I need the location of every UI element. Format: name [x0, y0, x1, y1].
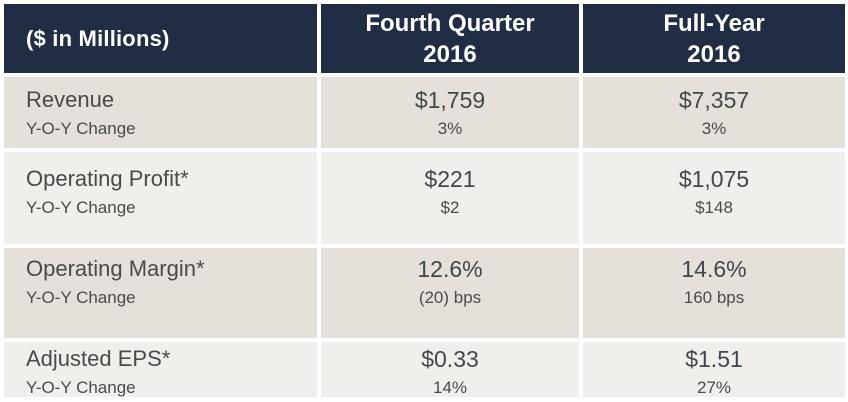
header-cell-full-year: Full-Year 2016: [583, 4, 845, 73]
yoy-change-value: $2: [440, 198, 460, 217]
yoy-change-value: $148: [695, 198, 733, 217]
header-q4-line1: Fourth Quarter: [365, 9, 535, 37]
row-adjusted-eps-label-cell: Adjusted EPS* Y-O-Y Change: [4, 342, 317, 397]
yoy-change-label: Y-O-Y Change: [26, 119, 136, 138]
value: $1,759: [414, 87, 486, 113]
header-fy-line1: Full-Year: [663, 9, 765, 37]
units-label: ($ in Millions): [26, 25, 170, 51]
value: $221: [424, 166, 476, 192]
row-operating-profit-fy-cell: $1,075 $148: [583, 152, 845, 244]
yoy-change-value: 27%: [696, 378, 732, 397]
value: $0.33: [421, 346, 479, 372]
yoy-change-value: 14%: [432, 378, 468, 397]
value: $7,357: [678, 87, 750, 113]
yoy-change-value: 160 bps: [683, 288, 745, 307]
value: 12.6%: [417, 256, 483, 282]
yoy-change-label: Y-O-Y Change: [26, 288, 136, 307]
row-operating-profit-q4-cell: $221 $2: [321, 152, 579, 244]
header-q4-line2: 2016: [423, 40, 477, 68]
row-adjusted-eps-fy-cell: $1.51 27%: [583, 342, 845, 397]
yoy-change-value: (20) bps: [418, 288, 482, 307]
header-fy-line2: 2016: [687, 40, 741, 68]
header-cell-fourth-quarter: Fourth Quarter 2016: [321, 4, 579, 73]
row-revenue-fy-cell: $7,357 3%: [583, 77, 845, 148]
header-cell-units: ($ in Millions): [4, 4, 317, 73]
yoy-change-label: Y-O-Y Change: [26, 198, 136, 217]
value: $1,075: [678, 166, 750, 192]
yoy-change-value: 3%: [437, 119, 463, 138]
row-operating-profit-label-cell: Operating Profit* Y-O-Y Change: [4, 152, 317, 244]
metric-label: Operating Profit*: [26, 166, 189, 191]
row-adjusted-eps-q4-cell: $0.33 14%: [321, 342, 579, 397]
value: $1.51: [685, 346, 743, 372]
row-operating-margin-q4-cell: 12.6% (20) bps: [321, 248, 579, 338]
row-revenue-q4-cell: $1,759 3%: [321, 77, 579, 148]
metric-label: Revenue: [26, 87, 115, 112]
value: 14.6%: [681, 256, 747, 282]
yoy-change-value: 3%: [701, 119, 727, 138]
row-revenue-label-cell: Revenue Y-O-Y Change: [4, 77, 317, 148]
yoy-change-label: Y-O-Y Change: [26, 378, 136, 397]
metric-label: Adjusted EPS*: [26, 346, 171, 371]
financial-results-table: ($ in Millions) Fourth Quarter 2016 Full…: [4, 4, 845, 397]
row-operating-margin-label-cell: Operating Margin* Y-O-Y Change: [4, 248, 317, 338]
row-operating-margin-fy-cell: 14.6% 160 bps: [583, 248, 845, 338]
metric-label: Operating Margin*: [26, 256, 205, 281]
